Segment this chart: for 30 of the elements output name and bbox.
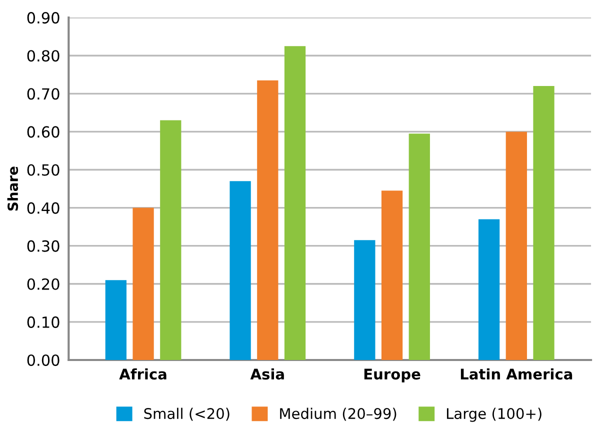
y-axis-title: Share <box>7 166 18 211</box>
legend-label: Large (100+) <box>446 408 542 422</box>
bar <box>132 208 154 360</box>
y-tick-label: 0.60 <box>27 126 60 138</box>
y-tick-label: 0.90 <box>27 12 60 24</box>
y-tick-label: 0.20 <box>27 278 60 290</box>
x-tick-label: Africa <box>119 368 166 380</box>
y-tick-label: 0.30 <box>27 240 60 252</box>
bar <box>408 134 430 360</box>
y-tick-label: 0.00 <box>27 354 60 366</box>
y-tick-label: 0.40 <box>27 202 60 214</box>
bar <box>381 190 403 360</box>
bar <box>160 120 182 360</box>
y-tick-label: 0.10 <box>27 316 60 328</box>
y-tick-label: 0.50 <box>27 164 60 176</box>
bar <box>478 219 500 360</box>
x-tick-label: Europe <box>364 368 420 382</box>
x-tick-label: Asia <box>250 368 284 380</box>
bar <box>257 80 278 360</box>
bar <box>506 132 527 360</box>
legend-label: Small (<20) <box>144 408 230 421</box>
x-tick-label: Latin America <box>460 368 572 380</box>
legend-label: Medium (20–99) <box>280 408 396 421</box>
bar <box>354 240 376 360</box>
bar <box>533 86 554 360</box>
y-tick-label: 0.70 <box>27 88 60 100</box>
y-tick-label: 0.80 <box>27 50 60 62</box>
bar <box>230 181 251 360</box>
bar <box>284 46 306 360</box>
bar <box>105 280 126 360</box>
